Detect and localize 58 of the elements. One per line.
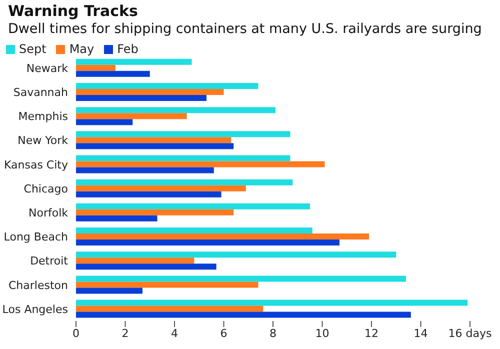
y-tick-label: Charleston	[8, 278, 68, 292]
y-tick-label: Detroit	[30, 254, 69, 268]
y-tick-label: Los Angeles	[2, 302, 68, 316]
bar	[76, 185, 246, 192]
bar	[76, 107, 276, 114]
bar	[76, 70, 150, 77]
bar	[76, 131, 290, 138]
y-tick-label: Kansas City	[4, 158, 68, 172]
x-tick-label: 2	[122, 326, 129, 340]
bar	[76, 137, 232, 144]
bar	[76, 82, 258, 89]
chart-subtitle: Dwell times for shipping containers at many U.S. railyards are surging	[8, 21, 482, 37]
bar	[76, 209, 234, 216]
bar	[76, 276, 406, 282]
x-tick-label: 8	[270, 326, 276, 340]
x-tick-label: 16 days	[448, 326, 492, 340]
y-tick-label: Newark	[26, 62, 69, 75]
bar	[76, 191, 222, 198]
legend-label: Sept	[18, 42, 46, 56]
y-tick-label: New York	[18, 134, 69, 148]
x-tick-label: 0	[72, 326, 80, 340]
bar	[76, 203, 310, 210]
bar	[76, 215, 158, 222]
x-tick-label: 12	[364, 326, 378, 340]
x-tick-label: 6	[220, 326, 228, 340]
bar	[76, 167, 214, 174]
y-tick-label: Memphis	[18, 110, 68, 124]
bar	[76, 258, 194, 264]
bar	[76, 113, 187, 120]
bar	[76, 300, 468, 306]
bar	[76, 240, 340, 246]
bar	[76, 64, 116, 71]
bar	[76, 228, 312, 234]
bar	[76, 264, 216, 270]
legend-label: May	[68, 42, 94, 56]
bar	[76, 312, 411, 318]
bar	[76, 288, 142, 294]
bar	[76, 252, 396, 258]
bar	[76, 58, 192, 65]
bar	[76, 179, 293, 186]
bar	[76, 282, 258, 288]
y-tick-label: Long Beach	[4, 230, 68, 244]
x-tick-label: 4	[171, 326, 178, 340]
y-tick-label: Savannah	[13, 86, 68, 100]
bar	[76, 234, 370, 240]
bar	[76, 155, 290, 162]
x-tick-label: 14	[414, 326, 428, 340]
bar	[76, 88, 224, 95]
y-tick-label: Chicago	[24, 182, 68, 196]
legend-label: Feb	[116, 42, 138, 56]
bar	[76, 143, 234, 150]
x-tick-label: 10	[315, 326, 330, 340]
bar	[76, 119, 133, 126]
chart-title: Warning Tracks	[8, 2, 138, 20]
bar	[76, 94, 207, 101]
y-tick-label: Norfolk	[28, 206, 69, 220]
bar	[76, 306, 264, 312]
bar	[76, 161, 325, 168]
